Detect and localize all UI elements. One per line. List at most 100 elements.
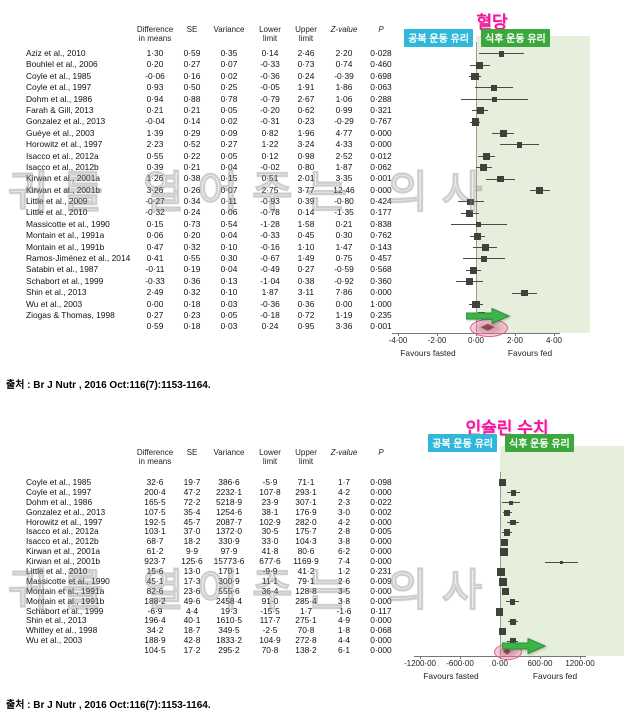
se-value: 40·1 bbox=[183, 615, 201, 626]
forest-row: Isacco et al., 2012a 103·1 37·0 1372·0 3… bbox=[0, 527, 640, 537]
study-name: Isacco et al., 2012b bbox=[26, 536, 99, 547]
column-header-upper-limit: Upper limit bbox=[295, 25, 317, 43]
effect-marker bbox=[509, 519, 516, 526]
effect-marker bbox=[516, 141, 523, 148]
lower-limit-value: -0·49 bbox=[260, 264, 280, 275]
variance-value: 2458·4 bbox=[215, 595, 243, 606]
study-name: Isacco et al., 2012a bbox=[26, 150, 99, 161]
variance-value: 0·04 bbox=[220, 161, 238, 172]
se-value: 0·18 bbox=[183, 321, 201, 332]
difference-in-means-value: 0·39 bbox=[146, 161, 164, 172]
difference-in-means-value: 2·49 bbox=[146, 287, 164, 298]
study-name: Farah & Gill, 2013 bbox=[26, 104, 94, 115]
forest-row: Whitley et al., 1998 34·2 18·7 349·5 -2·… bbox=[0, 625, 640, 636]
study-name: Gonzalez et al., 2013 bbox=[26, 116, 106, 127]
axis-tick-label: -4·00 bbox=[388, 336, 408, 345]
study-name: Kirwan et al., 2001a bbox=[26, 173, 101, 184]
forest-row: Little et al., 2010 -0·32 0·24 0·06 -0·7… bbox=[0, 207, 640, 218]
p-value: 0·568 bbox=[370, 264, 392, 275]
p-value: 0·698 bbox=[370, 70, 392, 81]
axis-tick-label: 2·00 bbox=[506, 336, 523, 345]
p-value: 0·000 bbox=[370, 595, 392, 606]
upper-limit-value: 0·45 bbox=[297, 230, 315, 241]
variance-value: 0·07 bbox=[220, 59, 238, 70]
effect-marker bbox=[498, 479, 506, 487]
effect-marker bbox=[483, 152, 491, 160]
se-value: 0·29 bbox=[183, 127, 201, 138]
column-header-p-value: P bbox=[378, 25, 384, 34]
forest-row: Schabort et al., 1999 -6·9 4·4 19·3 -15·… bbox=[0, 605, 640, 617]
se-value: 0·21 bbox=[183, 161, 201, 172]
forest-row: Massicotte et al., 1990 0·15 0·73 0·54 -… bbox=[0, 219, 640, 230]
lower-limit-value: -15·5 bbox=[260, 605, 280, 616]
effect-marker bbox=[499, 130, 507, 137]
upper-limit-value: 0·36 bbox=[297, 298, 315, 309]
lower-limit-value: 11·1 bbox=[261, 575, 279, 586]
difference-in-means-value: 0·20 bbox=[146, 59, 164, 70]
variance-value: 0·05 bbox=[220, 104, 238, 115]
p-value: 0·143 bbox=[370, 241, 392, 252]
variance-value: 0·02 bbox=[220, 116, 238, 127]
study-name: Montain et al., 1991a bbox=[26, 230, 105, 241]
p-value: 0·000 bbox=[370, 486, 392, 497]
z-value: 2·6 bbox=[337, 575, 351, 586]
upper-limit-value: 0·62 bbox=[297, 104, 315, 115]
z-value: 4·77 bbox=[335, 127, 353, 138]
variance-value: 386·6 bbox=[218, 477, 240, 487]
source-citation: 출처 : Br J Nutr , 2016 Oct:116(7):1153-11… bbox=[6, 700, 211, 711]
difference-in-means-value: -0·11 bbox=[145, 264, 165, 275]
study-name: Kirwan et al., 2001a bbox=[26, 546, 101, 557]
p-value: 0·063 bbox=[370, 82, 392, 93]
p-value: 0·000 bbox=[370, 635, 392, 646]
axis-tick-label: 0·00 bbox=[467, 336, 484, 345]
effect-marker bbox=[481, 244, 489, 251]
effect-marker bbox=[476, 61, 484, 69]
upper-limit-value: 2·46 bbox=[297, 48, 315, 58]
forest-row: Wu et al., 2003 0·00 0·18 0·03 -0·36 0·3… bbox=[0, 299, 640, 310]
z-value: 7·4 bbox=[337, 556, 351, 567]
z-value: 2·8 bbox=[337, 526, 351, 537]
effect-marker bbox=[509, 598, 516, 605]
favours-fasted-label: Favours fasted bbox=[423, 671, 479, 682]
p-value: 0·028 bbox=[370, 48, 392, 58]
difference-in-means-value: 104·5 bbox=[144, 645, 166, 656]
study-name: Kirwan et al., 2001b bbox=[26, 184, 101, 195]
z-value: -1·6 bbox=[336, 605, 352, 616]
difference-in-means-value: -0·04 bbox=[145, 116, 165, 127]
p-value: 0·001 bbox=[370, 321, 392, 332]
p-value: 0·235 bbox=[370, 309, 392, 320]
lower-limit-value: 1·87 bbox=[261, 287, 279, 298]
effect-marker bbox=[498, 627, 506, 635]
effect-marker bbox=[502, 588, 509, 596]
z-value: 1·2 bbox=[337, 566, 351, 577]
variance-value: 1610·5 bbox=[215, 615, 243, 626]
lower-limit-value: 102·9 bbox=[259, 516, 281, 527]
lower-limit-value: 2·75 bbox=[261, 184, 279, 195]
se-value: 0·32 bbox=[183, 287, 201, 298]
z-value: 1·86 bbox=[335, 82, 353, 93]
effect-marker bbox=[560, 560, 564, 564]
upper-limit-value: 2·01 bbox=[297, 173, 315, 184]
p-value: 0·288 bbox=[370, 93, 392, 104]
se-value: 18·2 bbox=[183, 536, 201, 547]
green-arrow-annotation bbox=[465, 307, 511, 330]
z-value: -0·59 bbox=[334, 264, 354, 275]
study-name: Whitley et al., 1998 bbox=[26, 625, 98, 636]
fed-advantage-label: 식후 운동 유리 bbox=[481, 29, 550, 47]
forest-row: Coyle et al., 1985 32·6 19·7 386·6 -5·9 … bbox=[0, 477, 640, 488]
axis-tick bbox=[398, 333, 399, 336]
se-value: 17·3 bbox=[183, 575, 201, 586]
zero-line bbox=[500, 472, 501, 657]
forest-row: Kirwan et al., 2001a 1·26 0·38 0·15 0·51… bbox=[0, 173, 640, 184]
forest-row: Horowitz et al., 1997 192·5 45·7 2087·7 … bbox=[0, 516, 640, 528]
p-value: 0·177 bbox=[370, 207, 392, 218]
difference-in-means-value: 192·5 bbox=[144, 516, 166, 527]
p-value: 0·360 bbox=[370, 275, 392, 286]
column-header-lower-limit: Lower limit bbox=[259, 448, 281, 466]
lower-limit-value: -0·02 bbox=[260, 161, 280, 172]
forest-row: Kirwan et al., 2001b 923·7 125·6 15773·6… bbox=[0, 556, 640, 567]
lower-limit-value: -0·31 bbox=[260, 116, 280, 127]
lower-limit-value: -0·93 bbox=[260, 196, 280, 207]
difference-in-means-value: 196·4 bbox=[144, 615, 166, 626]
difference-in-means-value: 165·5 bbox=[144, 496, 166, 507]
